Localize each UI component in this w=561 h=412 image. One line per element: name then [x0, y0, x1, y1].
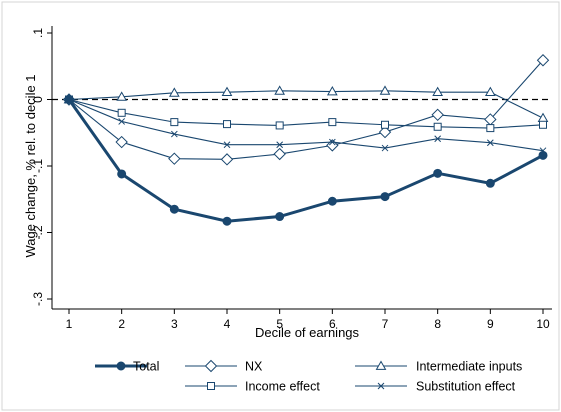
point-square	[539, 120, 547, 129]
legend-item: Income effect	[185, 380, 320, 394]
x-tick-label: 10	[536, 317, 550, 331]
point-x-stroke	[486, 139, 494, 147]
point-x-stroke	[381, 144, 389, 152]
y-tick-label: .1	[31, 28, 45, 38]
point-square	[170, 118, 179, 127]
point-square	[207, 382, 215, 390]
x-tick-label: 8	[434, 317, 441, 331]
point-diamond	[168, 152, 181, 165]
series-substitution-effect	[65, 96, 547, 155]
legend-item: Total	[95, 360, 159, 374]
point-x	[276, 141, 284, 149]
legend-label: Substitution effect	[416, 380, 516, 394]
point-square	[328, 118, 337, 127]
point-square	[117, 108, 126, 117]
x-tick-label: 6	[329, 317, 336, 331]
series-line	[67, 98, 544, 223]
point-square	[275, 121, 284, 130]
point-diamond	[204, 359, 218, 373]
point-circle	[433, 168, 443, 178]
point-circle	[327, 196, 337, 206]
x-tick-label: 5	[276, 317, 283, 331]
y-tick-label: 0	[31, 96, 45, 103]
point-triangle	[432, 86, 444, 97]
legend-item: Intermediate inputs	[355, 360, 522, 374]
y-tick-label: -.3	[31, 292, 45, 306]
y-tick-label: -.2	[31, 225, 45, 239]
point-diamond	[220, 153, 234, 166]
point-x	[377, 382, 385, 390]
x-tick-label: 9	[487, 317, 494, 331]
point-circle	[117, 169, 127, 179]
series-line	[68, 90, 544, 119]
legend-label: Intermediate inputs	[416, 360, 522, 374]
series-line	[68, 98, 544, 129]
point-circle	[538, 150, 548, 160]
point-square	[486, 124, 495, 133]
point-x-stroke	[377, 382, 385, 390]
point-x-stroke	[328, 138, 336, 146]
x-tick-label: 4	[224, 317, 231, 331]
legend-label: NX	[245, 360, 263, 374]
series-intermediate-inputs	[63, 85, 549, 122]
point-x-stroke	[118, 118, 126, 125]
point-circle	[169, 204, 179, 214]
point-diamond	[536, 54, 550, 67]
point-x	[328, 138, 336, 146]
point-diamond	[431, 108, 444, 122]
point-triangle	[484, 86, 496, 97]
point-triangle	[375, 360, 387, 370]
point-x	[486, 139, 494, 147]
point-circle	[485, 178, 495, 188]
y-tick-label: -.1	[31, 159, 45, 173]
series-total	[64, 95, 548, 226]
legend-item: Substitution effect	[355, 380, 516, 394]
point-triangle	[326, 86, 338, 96]
point-x	[434, 135, 442, 143]
series-lines	[62, 54, 550, 226]
point-circle	[275, 212, 285, 222]
point-circle	[116, 361, 126, 371]
point-diamond	[273, 147, 286, 161]
point-circle	[222, 216, 232, 226]
legend-label: Income effect	[245, 380, 320, 394]
x-axis-label: Decile of earnings	[255, 325, 360, 340]
point-triangle	[221, 86, 233, 97]
point-x-stroke	[434, 135, 442, 143]
point-x	[381, 144, 389, 152]
point-x-stroke	[276, 141, 284, 149]
series-line	[68, 59, 544, 160]
point-x-stroke	[170, 130, 178, 138]
point-x	[170, 130, 178, 138]
point-triangle	[274, 85, 286, 95]
point-circle	[64, 95, 74, 104]
point-triangle	[116, 91, 128, 101]
x-tick-label: 3	[171, 317, 178, 331]
x-tick-label: 1	[66, 317, 73, 331]
point-square	[381, 120, 389, 129]
y-axis-label: Wage change, % rel. to decile 1	[23, 74, 38, 257]
point-diamond	[378, 125, 392, 139]
legend-item: NX	[185, 360, 263, 374]
point-triangle	[379, 85, 391, 95]
point-x	[223, 141, 231, 149]
legend: Total NX Intermediate inputs Income effect S…	[95, 360, 522, 394]
x-tick-label: 2	[118, 317, 125, 331]
point-square	[433, 122, 442, 131]
point-circle	[380, 192, 390, 202]
series-line	[68, 98, 544, 152]
point-x-stroke	[223, 141, 231, 149]
x-tick-label: 7	[382, 317, 389, 331]
point-diamond	[115, 135, 128, 149]
axes: .1 0 -.1 -.2 -.3 1 2 3 4 5 6 7 8 9 10	[31, 26, 552, 331]
legend-label: Total	[133, 360, 159, 374]
point-triangle	[168, 87, 180, 97]
point-x	[118, 118, 126, 125]
point-square	[223, 120, 231, 129]
